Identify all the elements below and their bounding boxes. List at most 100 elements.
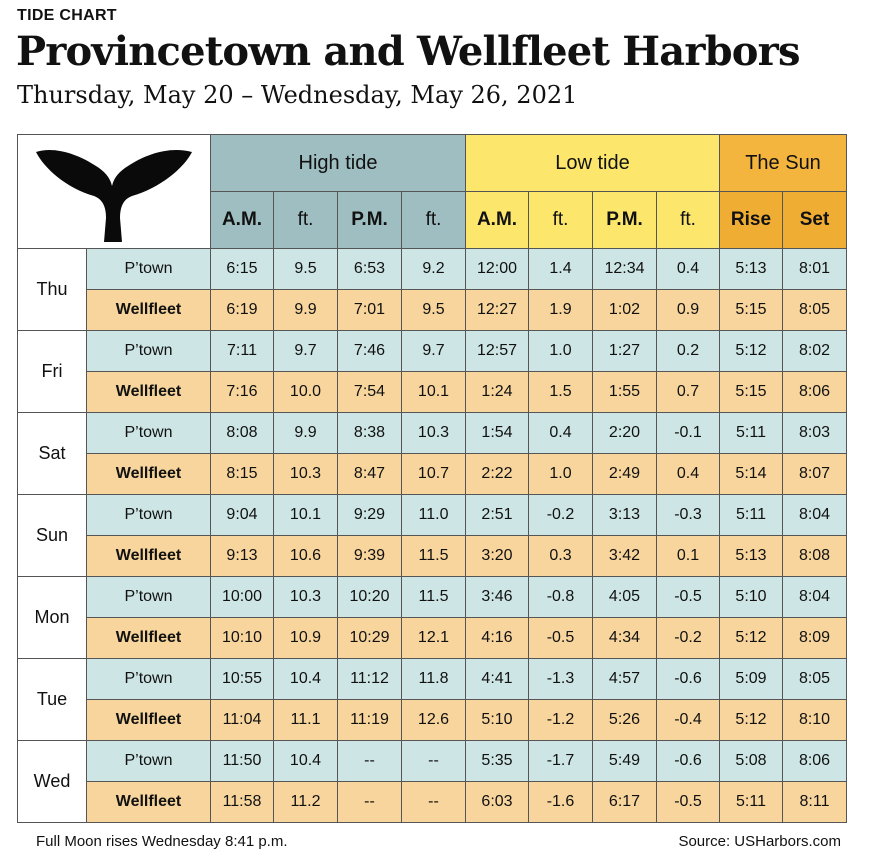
high-am-cell: 8:15 [210, 453, 274, 495]
low-am-ft-header: ft. [528, 191, 593, 249]
sunrise-cell: 5:13 [719, 535, 783, 577]
high-am-cell: 6:15 [210, 248, 274, 290]
high-pm-ft-cell: 10.7 [401, 453, 466, 495]
tide-table-body: Thu P’town 6:15 9.5 6:53 9.2 12:00 1.4 12:34 0.4 5… [17, 248, 848, 823]
low-am-ft-cell: -1.7 [528, 740, 593, 782]
high-pm-ft-cell: 11.5 [401, 576, 466, 618]
day-label: Sun [17, 494, 87, 577]
high-am-cell: 7:11 [210, 330, 274, 372]
sunset-cell: 8:09 [781, 617, 848, 659]
day-label: Mon [17, 576, 87, 659]
low-am-ft-cell: 1.0 [528, 330, 593, 372]
low-am-ft-cell: 1.9 [528, 289, 593, 331]
table-row: Wellfleet 8:15 10.3 8:47 10.7 2:22 1.0 2:49 0.4 5… [18, 453, 848, 495]
sunrise-cell: 5:12 [719, 699, 783, 741]
logo-cell [17, 134, 211, 249]
high-am-header: A.M. [210, 191, 274, 249]
low-pm-ft-cell: -0.4 [656, 699, 720, 741]
low-pm-cell: 2:49 [592, 453, 657, 495]
low-pm-ft-cell: -0.2 [656, 617, 720, 659]
sunset-cell: 8:11 [781, 781, 848, 823]
low-am-ft-cell: -1.2 [528, 699, 593, 741]
low-am-cell: 2:22 [465, 453, 529, 495]
high-pm-cell: 9:39 [337, 535, 402, 577]
page-title: Provincetown and Wellfleet Harbors [16, 28, 800, 75]
high-am-cell: 9:04 [210, 494, 274, 536]
high-pm-ft-cell: 9.2 [401, 248, 466, 290]
table-row: Mon P’town 10:00 10.3 10:20 11.5 3:46 -0.8 4:05-… [17, 576, 848, 659]
low-am-cell: 4:16 [465, 617, 529, 659]
high-am-cell: 11:04 [210, 699, 274, 741]
low-pm-cell: 1:55 [592, 371, 657, 413]
high-pm-cell: 10:29 [337, 617, 402, 659]
high-am-ft-cell: 10.1 [273, 494, 338, 536]
low-pm-ft-cell: 0.4 [656, 248, 720, 290]
sunset-cell: 8:04 [781, 576, 848, 618]
low-pm-ft-cell: -0.5 [656, 781, 720, 823]
sunrise-cell: 5:11 [719, 412, 783, 454]
sun-header: The Sun [718, 134, 848, 192]
high-pm-cell: 7:01 [337, 289, 402, 331]
table-row: Wellfleet 9:13 10.6 9:39 11.5 3:20 0.3 3:42 0.1 5… [18, 535, 848, 577]
high-pm-cell: 10:20 [337, 576, 402, 618]
high-am-cell: 7:16 [210, 371, 274, 413]
high-am-cell: 10:00 [210, 576, 274, 618]
sunset-cell: 8:02 [781, 330, 848, 372]
low-am-ft-cell: -0.5 [528, 617, 593, 659]
low-am-ft-cell: -1.3 [528, 658, 593, 700]
low-pm-cell: 12:34 [592, 248, 657, 290]
kicker: TIDE CHART [17, 7, 117, 24]
low-pm-ft-cell: 0.2 [656, 330, 720, 372]
high-am-ft-cell: 10.9 [273, 617, 338, 659]
low-am-cell: 4:41 [465, 658, 529, 700]
low-am-ft-cell: -0.2 [528, 494, 593, 536]
low-am-ft-cell: -0.8 [528, 576, 593, 618]
sunset-header: Set [781, 191, 848, 249]
low-pm-ft-cell: -0.5 [656, 576, 720, 618]
day-label: Tue [17, 658, 87, 741]
sunrise-header: Rise [719, 191, 783, 249]
high-pm-ft-cell: 9.7 [401, 330, 466, 372]
high-pm-cell: 11:19 [337, 699, 402, 741]
sunset-cell: 8:04 [781, 494, 848, 536]
location-label: Wellfleet [86, 535, 211, 577]
sunset-cell: 8:03 [781, 412, 848, 454]
high-pm-cell: -- [337, 781, 402, 823]
high-am-ft-cell: 10.4 [273, 740, 338, 782]
low-am-ft-cell: 0.3 [528, 535, 593, 577]
low-am-ft-cell: -1.6 [528, 781, 593, 823]
location-label: Wellfleet [86, 289, 211, 331]
low-pm-cell: 5:49 [592, 740, 657, 782]
low-pm-cell: 1:02 [592, 289, 657, 331]
low-pm-cell: 1:27 [592, 330, 657, 372]
location-label: Wellfleet [86, 453, 211, 495]
high-pm-cell: 6:53 [337, 248, 402, 290]
high-am-ft-cell: 9.5 [273, 248, 338, 290]
high-pm-ft-cell: 10.1 [401, 371, 466, 413]
high-am-ft-cell: 10.4 [273, 658, 338, 700]
date-range-subtitle: Thursday, May 20 – Wednesday, May 26, 20… [17, 81, 578, 109]
low-pm-cell: 4:05 [592, 576, 657, 618]
low-am-cell: 12:27 [465, 289, 529, 331]
sunrise-cell: 5:09 [719, 658, 783, 700]
low-pm-ft-cell: 0.9 [656, 289, 720, 331]
day-label: Wed [17, 740, 87, 823]
high-pm-ft-cell: -- [401, 740, 466, 782]
low-am-header: A.M. [465, 191, 529, 249]
low-pm-ft-cell: -0.1 [656, 412, 720, 454]
high-tide-header: High tide [210, 134, 466, 192]
high-pm-ft-cell: 11.0 [401, 494, 466, 536]
high-am-cell: 10:55 [210, 658, 274, 700]
table-row: Fri P’town 7:11 9.7 7:46 9.7 12:57 1.0 1:27 0.2 5:… [17, 330, 848, 413]
low-pm-cell: 4:57 [592, 658, 657, 700]
sunrise-cell: 5:11 [719, 494, 783, 536]
location-label: Wellfleet [86, 617, 211, 659]
low-am-ft-cell: 1.4 [528, 248, 593, 290]
high-pm-cell: 8:38 [337, 412, 402, 454]
low-pm-ft-cell: 0.7 [656, 371, 720, 413]
sunset-cell: 8:01 [781, 248, 848, 290]
table-row: Wellfleet 10:10 10.9 10:29 12.1 4:16 -0.5 4:34-… [18, 617, 848, 659]
low-pm-cell: 3:42 [592, 535, 657, 577]
low-pm-ft-cell: -0.3 [656, 494, 720, 536]
high-am-ft-cell: 11.1 [273, 699, 338, 741]
